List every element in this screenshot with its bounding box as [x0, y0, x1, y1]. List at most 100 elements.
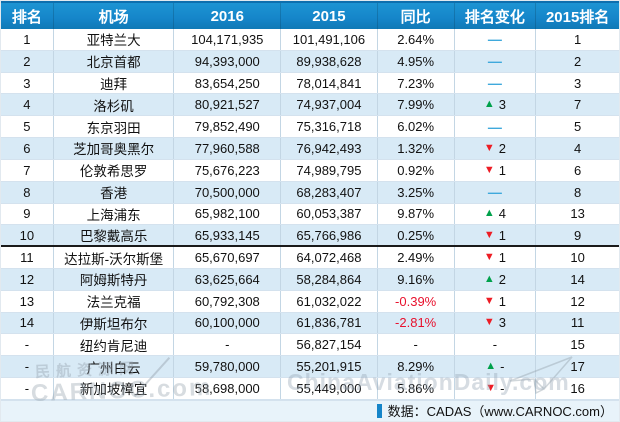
- no-change-dash-icon: —: [487, 53, 502, 70]
- table-row: - 纽约肯尼迪 -56,827,154- -15: [1, 334, 619, 357]
- cell-rank: 2: [1, 50, 54, 72]
- cell-rank: 12: [1, 268, 54, 290]
- cell-y2015: 55,201,915: [281, 356, 378, 377]
- cell-y2015: 78,014,841: [281, 72, 378, 94]
- cell-yoy: 7.99%: [378, 94, 455, 116]
- table-row: 13 法兰克福 60,792,308 61,032,022 -0.39% ▼ 1 12: [1, 290, 619, 313]
- change-value: -: [500, 380, 505, 396]
- cell-change: ▲ 3: [455, 94, 537, 116]
- table-row: 7 伦敦希思罗 75,676,223 74,989,795 0.92% ▼ 1 6: [1, 159, 619, 182]
- cell-y2016: 83,654,250: [174, 72, 282, 94]
- cell-y2016: 75,676,223: [174, 159, 282, 181]
- source-marker-bar-icon: [376, 403, 382, 418]
- source-footer: 数据：CADAS（www.CARNOC.com）: [1, 399, 619, 421]
- cell-y2015: 55,449,000: [281, 378, 378, 399]
- cell-y2016: 94,393,000: [174, 50, 282, 72]
- cell-rank: 10: [1, 225, 54, 246]
- cell-airport: 芝加哥奥黑尔: [54, 138, 175, 159]
- change-value: 1: [498, 162, 506, 178]
- cell-rank2015: 17: [570, 359, 585, 375]
- no-change-dash-icon: —: [487, 75, 502, 92]
- cell-yoy: 7.23%: [378, 72, 455, 94]
- cell-airport: 东京羽田: [54, 116, 175, 138]
- header-2016: 2016: [174, 3, 282, 29]
- cell-change: ▲ 2: [455, 268, 537, 290]
- change-value: 2: [498, 271, 506, 287]
- table-row: 1 亚特兰大 104,171,935 101,491,106 2.64% —1: [1, 29, 619, 51]
- cell-rank2015: 12: [570, 293, 585, 309]
- change-value: 2: [498, 140, 506, 156]
- cell-y2015: 68,283,407: [281, 181, 378, 203]
- cell-rank: -: [1, 334, 54, 356]
- rank-down-triangle-icon: ▼: [483, 228, 495, 241]
- rank-up-triangle-icon: ▲: [483, 207, 495, 220]
- rank-down-triangle-icon: ▼: [483, 251, 495, 264]
- cell-rank: 8: [1, 181, 54, 203]
- cell-y2015: 56,827,154: [281, 334, 378, 356]
- rank-down-triangle-icon: ▼: [483, 294, 495, 307]
- cell-airport: 达拉斯-沃尔斯堡: [54, 247, 175, 268]
- cell-airport: 法兰克福: [54, 290, 175, 312]
- change-value: 4: [498, 206, 506, 222]
- table-row: 12 阿姆斯特丹 63,625,664 58,284,864 9.16% ▲ 2 14: [1, 268, 619, 291]
- cell-change: ▼ 1: [455, 290, 537, 312]
- cell-y2015: 65,766,986: [281, 225, 378, 246]
- cell-rank: 13: [1, 290, 54, 312]
- cell-airport: 上海浦东: [54, 203, 175, 225]
- cell-yoy: 9.87%: [378, 203, 455, 225]
- cell-rank: 11: [1, 247, 54, 268]
- cell-change: —: [455, 72, 537, 94]
- cell-change: ▼ 2: [455, 138, 537, 159]
- cell-rank2015: 10: [570, 250, 585, 266]
- table-row: 5 东京羽田 79,852,490 75,316,718 6.02% —5: [1, 116, 619, 139]
- cell-change: —: [455, 50, 537, 72]
- cell-y2015: 61,032,022: [281, 290, 378, 312]
- cell-rank: 1: [1, 29, 54, 50]
- table-row: 4 洛杉矶 80,921,527 74,937,004 7.99% ▲ 3 7: [1, 94, 619, 117]
- cell-change: ▲ -: [455, 356, 537, 377]
- change-value: -: [500, 359, 505, 375]
- cell-rank2015: 8: [574, 184, 582, 200]
- cell-yoy: 2.49%: [378, 247, 455, 268]
- table-header-row: 排名 机场 2016 2015 同比 排名变化 2015排名: [1, 1, 619, 29]
- cell-rank2015: 4: [574, 140, 582, 156]
- cell-y2015: 64,072,468: [281, 247, 378, 268]
- cell-rank2015: 11: [570, 315, 585, 331]
- cell-y2016: 70,500,000: [174, 181, 282, 203]
- cell-rank2015: 13: [570, 206, 585, 222]
- no-change-dash-icon: —: [487, 184, 502, 201]
- header-rank: 排名: [1, 3, 54, 29]
- cell-y2015: 60,053,387: [281, 203, 378, 225]
- header-2015-rank: 2015排名: [545, 8, 610, 26]
- cell-y2015: 74,989,795: [281, 159, 378, 181]
- cell-y2015: 89,938,628: [281, 50, 378, 72]
- change-value: 1: [498, 293, 506, 309]
- change-value: -: [492, 337, 498, 353]
- header-yoy: 同比: [378, 3, 455, 29]
- cell-change: ▼ -: [455, 378, 537, 399]
- cell-rank: 9: [1, 203, 54, 225]
- change-value: 1: [498, 227, 506, 243]
- cell-change: ▼ 1: [455, 247, 537, 268]
- cell-yoy: 0.25%: [378, 225, 455, 246]
- header-2015: 2015: [281, 3, 378, 29]
- cell-rank: -: [1, 356, 54, 377]
- table-row: 9 上海浦东 65,982,100 60,053,387 9.87% ▲ 4 13: [1, 203, 619, 226]
- cell-rank2015: 3: [574, 75, 582, 91]
- cell-yoy: 8.29%: [378, 356, 455, 377]
- change-value: 1: [498, 250, 506, 266]
- table-row: 2 北京首都 94,393,000 89,938,628 4.95% —2: [1, 50, 619, 73]
- cell-change: —: [455, 29, 537, 50]
- change-value: 3: [498, 315, 506, 331]
- cell-y2016: 60,100,000: [174, 312, 282, 334]
- cell-rank: 14: [1, 312, 54, 334]
- cell-rank2015: 9: [574, 227, 582, 243]
- cell-y2015: 61,836,781: [281, 312, 378, 334]
- table-row: - 广州白云 59,780,000 55,201,915 8.29% ▲ -17: [1, 356, 619, 378]
- cell-y2015: 101,491,106: [281, 29, 378, 50]
- table-row: 8 香港 70,500,000 68,283,407 3.25% —8: [1, 181, 619, 204]
- cell-airport: 亚特兰大: [54, 29, 175, 50]
- source-text: 数据：CADAS（www.CARNOC.com）: [387, 404, 613, 420]
- cell-rank: 6: [1, 138, 54, 159]
